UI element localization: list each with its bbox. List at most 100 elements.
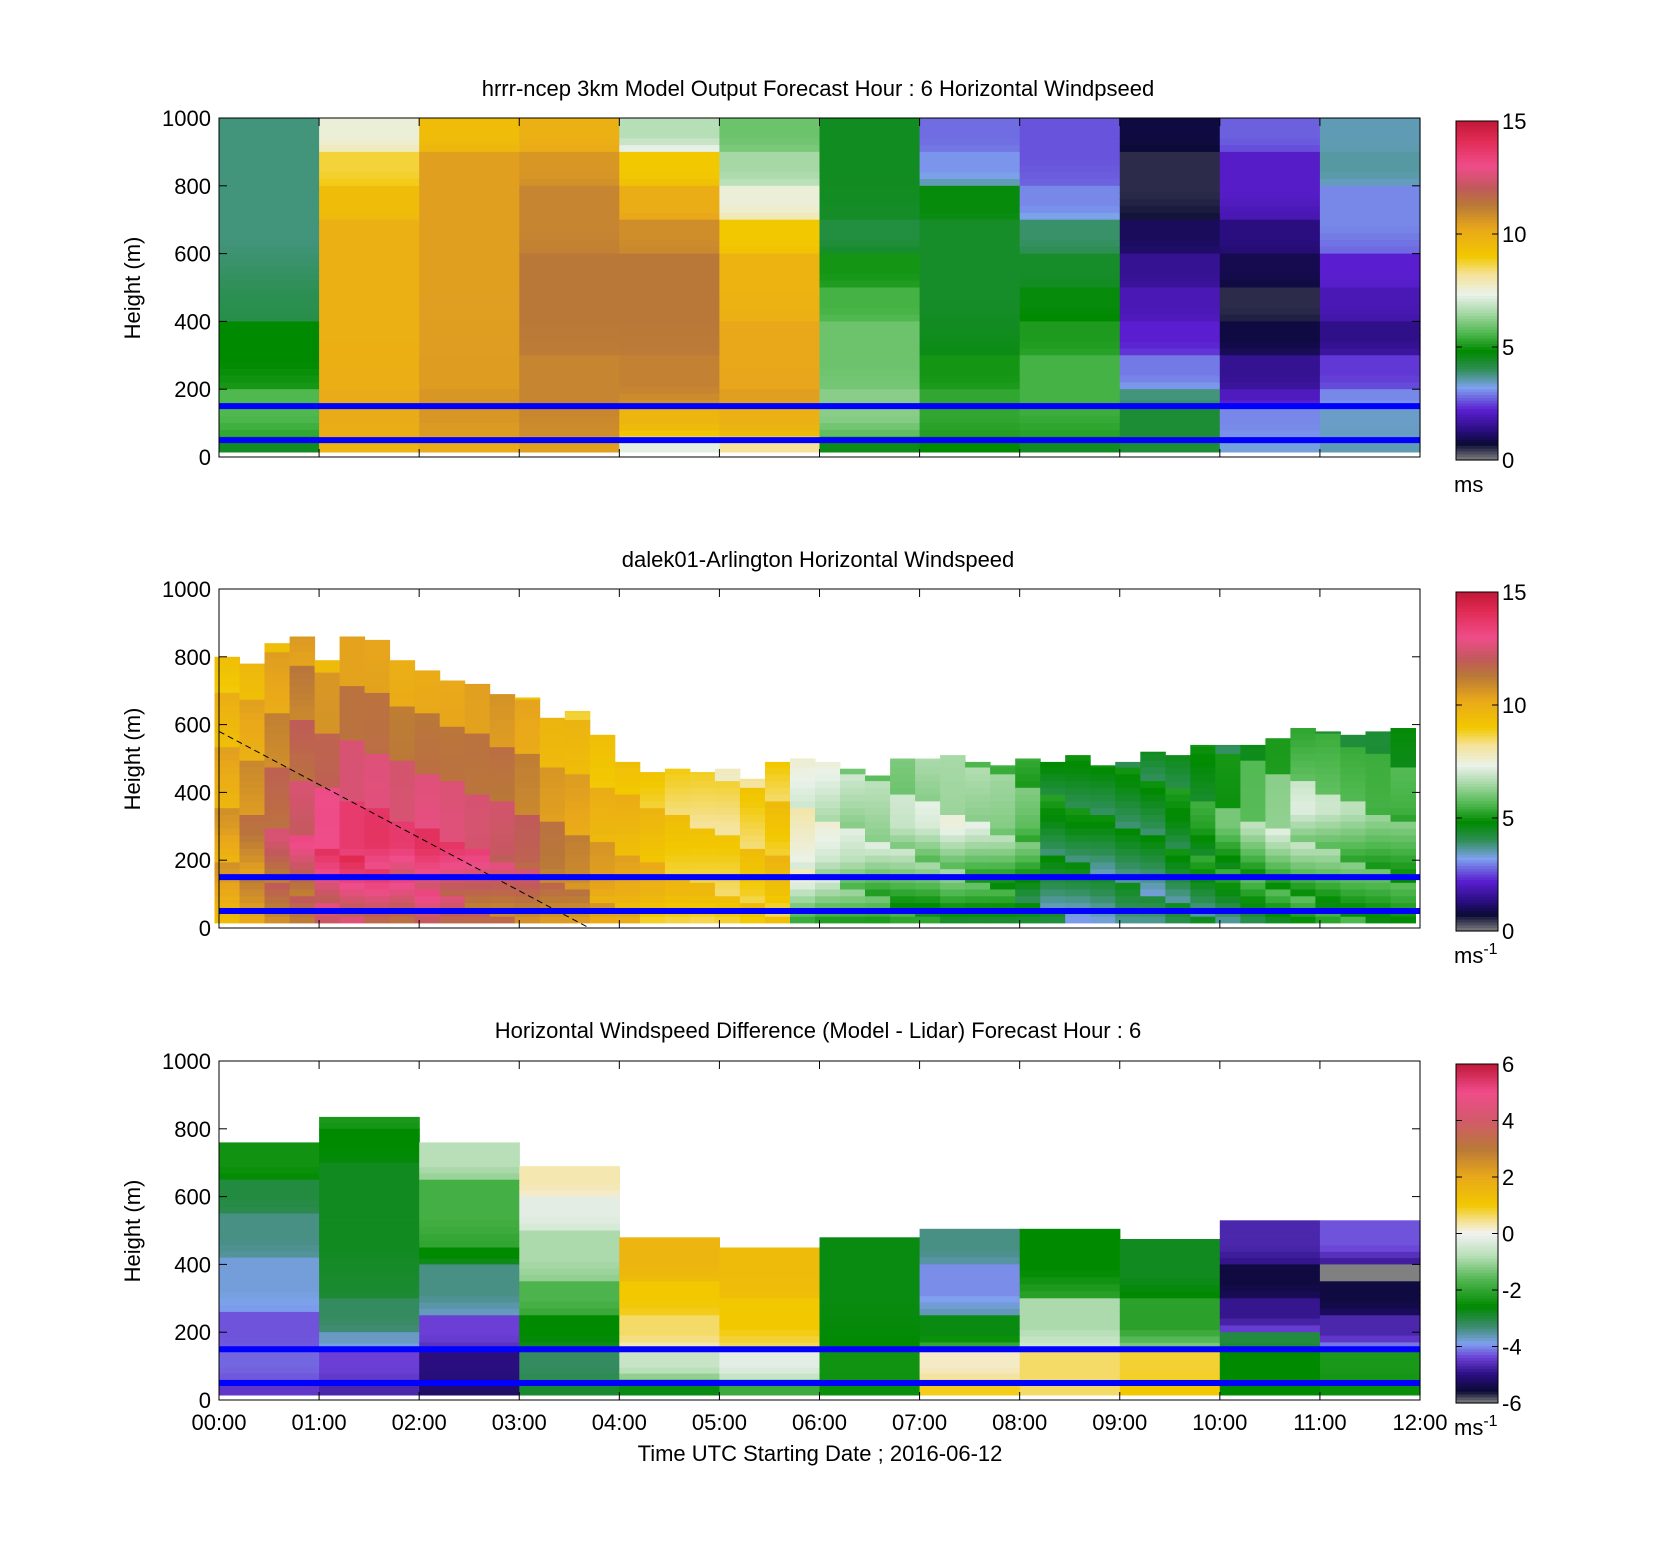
heatmap-cell <box>414 821 441 829</box>
heatmap-cell <box>1140 916 1166 924</box>
heatmap-cell <box>719 1253 821 1261</box>
colorbar-cell <box>1456 352 1498 356</box>
heatmap-cell <box>865 868 891 876</box>
heatmap-cell <box>1119 368 1221 377</box>
colorbar-cell <box>1456 1168 1498 1172</box>
heatmap-cell <box>790 882 816 890</box>
colorbar-cell <box>1456 284 1498 289</box>
heatmap-cell <box>419 253 520 261</box>
colorbar-cell <box>1456 1304 1498 1308</box>
heatmap-cell <box>1115 861 1141 870</box>
heatmap-cell <box>219 1298 320 1306</box>
heatmap-cell <box>1219 246 1321 255</box>
heatmap-cell <box>664 834 691 843</box>
heatmap-cell <box>619 118 720 126</box>
heatmap-cell <box>389 760 416 768</box>
heatmap-cell <box>364 733 391 741</box>
heatmap-cell <box>264 692 290 700</box>
colorbar-cell <box>1456 1208 1498 1212</box>
colorbar-cell <box>1456 1083 1498 1088</box>
heatmap-cell <box>214 834 240 843</box>
heatmap-cell <box>1040 895 1066 904</box>
colorbar-cell <box>1456 1100 1498 1105</box>
colorbar-cell <box>1456 1222 1498 1226</box>
heatmap-cell <box>339 814 366 822</box>
colorbar-cell <box>1456 174 1498 179</box>
heatmap-cell <box>489 746 516 754</box>
colorbar-cell <box>1456 397 1498 402</box>
heatmap-cell <box>765 868 791 876</box>
heatmap-cell <box>364 800 391 809</box>
heatmap-cell <box>819 158 921 167</box>
colorbar-cell <box>1456 880 1498 884</box>
colorbar-cell <box>1456 157 1498 162</box>
heatmap-cell <box>364 787 391 795</box>
heatmap-cell <box>719 1361 821 1369</box>
heatmap-cell <box>339 712 366 720</box>
heatmap-cell <box>339 719 366 727</box>
colorbar-cell <box>1456 242 1498 246</box>
heatmap-cell <box>719 192 821 200</box>
heatmap-cell <box>1019 348 1121 356</box>
heatmap-cell <box>919 206 1021 214</box>
heatmap-cell <box>319 1176 420 1184</box>
colorbar-cell <box>1456 1383 1498 1387</box>
heatmap-cell <box>464 699 491 707</box>
heatmap-cell <box>1265 807 1291 815</box>
colorbar-cell <box>1456 1227 1498 1232</box>
heatmap-cell <box>1390 746 1416 754</box>
heatmap-cell <box>1365 868 1391 876</box>
colorbar-cell <box>1456 169 1498 173</box>
heatmap-cell <box>614 767 641 775</box>
heatmap-cell <box>1390 821 1416 829</box>
heatmap-cell <box>1119 355 1221 363</box>
colorbar-cell <box>1456 219 1498 224</box>
heatmap-cell <box>919 389 1021 397</box>
heatmap-cell <box>1040 814 1066 822</box>
colorbar-cell <box>1456 823 1498 827</box>
heatmap-cell <box>519 444 620 453</box>
heatmap-cell <box>1119 1252 1221 1260</box>
heatmap-cell <box>539 834 566 843</box>
heatmap-cell <box>739 821 766 829</box>
heatmap-cell <box>564 916 591 924</box>
heatmap-cell <box>819 185 921 194</box>
heatmap-cell <box>739 868 766 876</box>
heatmap-cell <box>1365 902 1391 910</box>
heatmap-cell <box>419 1349 520 1356</box>
heatmap-cell <box>765 848 791 856</box>
heatmap-cell <box>1315 895 1341 904</box>
heatmap-cell <box>819 1263 921 1271</box>
heatmap-cell <box>1219 294 1321 302</box>
heatmap-cell <box>389 807 416 815</box>
colorbar-cell <box>1456 1177 1498 1181</box>
heatmap-cell <box>639 889 666 897</box>
heatmap-cell <box>1319 165 1421 173</box>
colorbar-cell <box>1456 1069 1498 1074</box>
heatmap-cell <box>1219 1332 1321 1339</box>
heatmap-cell <box>364 685 391 693</box>
heatmap-cell <box>239 787 265 795</box>
heatmap-cell <box>919 260 1021 268</box>
heatmap-cell <box>919 1270 1021 1278</box>
heatmap-cell <box>539 719 566 727</box>
heatmap-cell <box>1240 773 1266 782</box>
heatmap-cell <box>464 719 491 727</box>
heatmap-cell <box>364 848 391 856</box>
colorbar-cell <box>1456 885 1498 890</box>
heatmap-cell <box>639 828 666 836</box>
heatmap-cell <box>589 902 616 910</box>
colorbar-unit: ms-1 <box>1454 1413 1498 1440</box>
heatmap-cell <box>319 1142 420 1150</box>
colorbar-cell <box>1456 234 1498 238</box>
colorbar-cell <box>1456 267 1498 272</box>
heatmap-cell <box>289 787 316 795</box>
heatmap-cell <box>639 780 666 788</box>
heatmap-cell <box>1119 131 1221 139</box>
heatmap-cell <box>815 848 841 856</box>
heatmap-cell <box>589 841 616 849</box>
colorbar-cell <box>1456 1182 1498 1187</box>
colorbar-cell <box>1456 911 1498 915</box>
heatmap-cell <box>1315 773 1341 782</box>
heatmap-cell <box>664 841 691 849</box>
